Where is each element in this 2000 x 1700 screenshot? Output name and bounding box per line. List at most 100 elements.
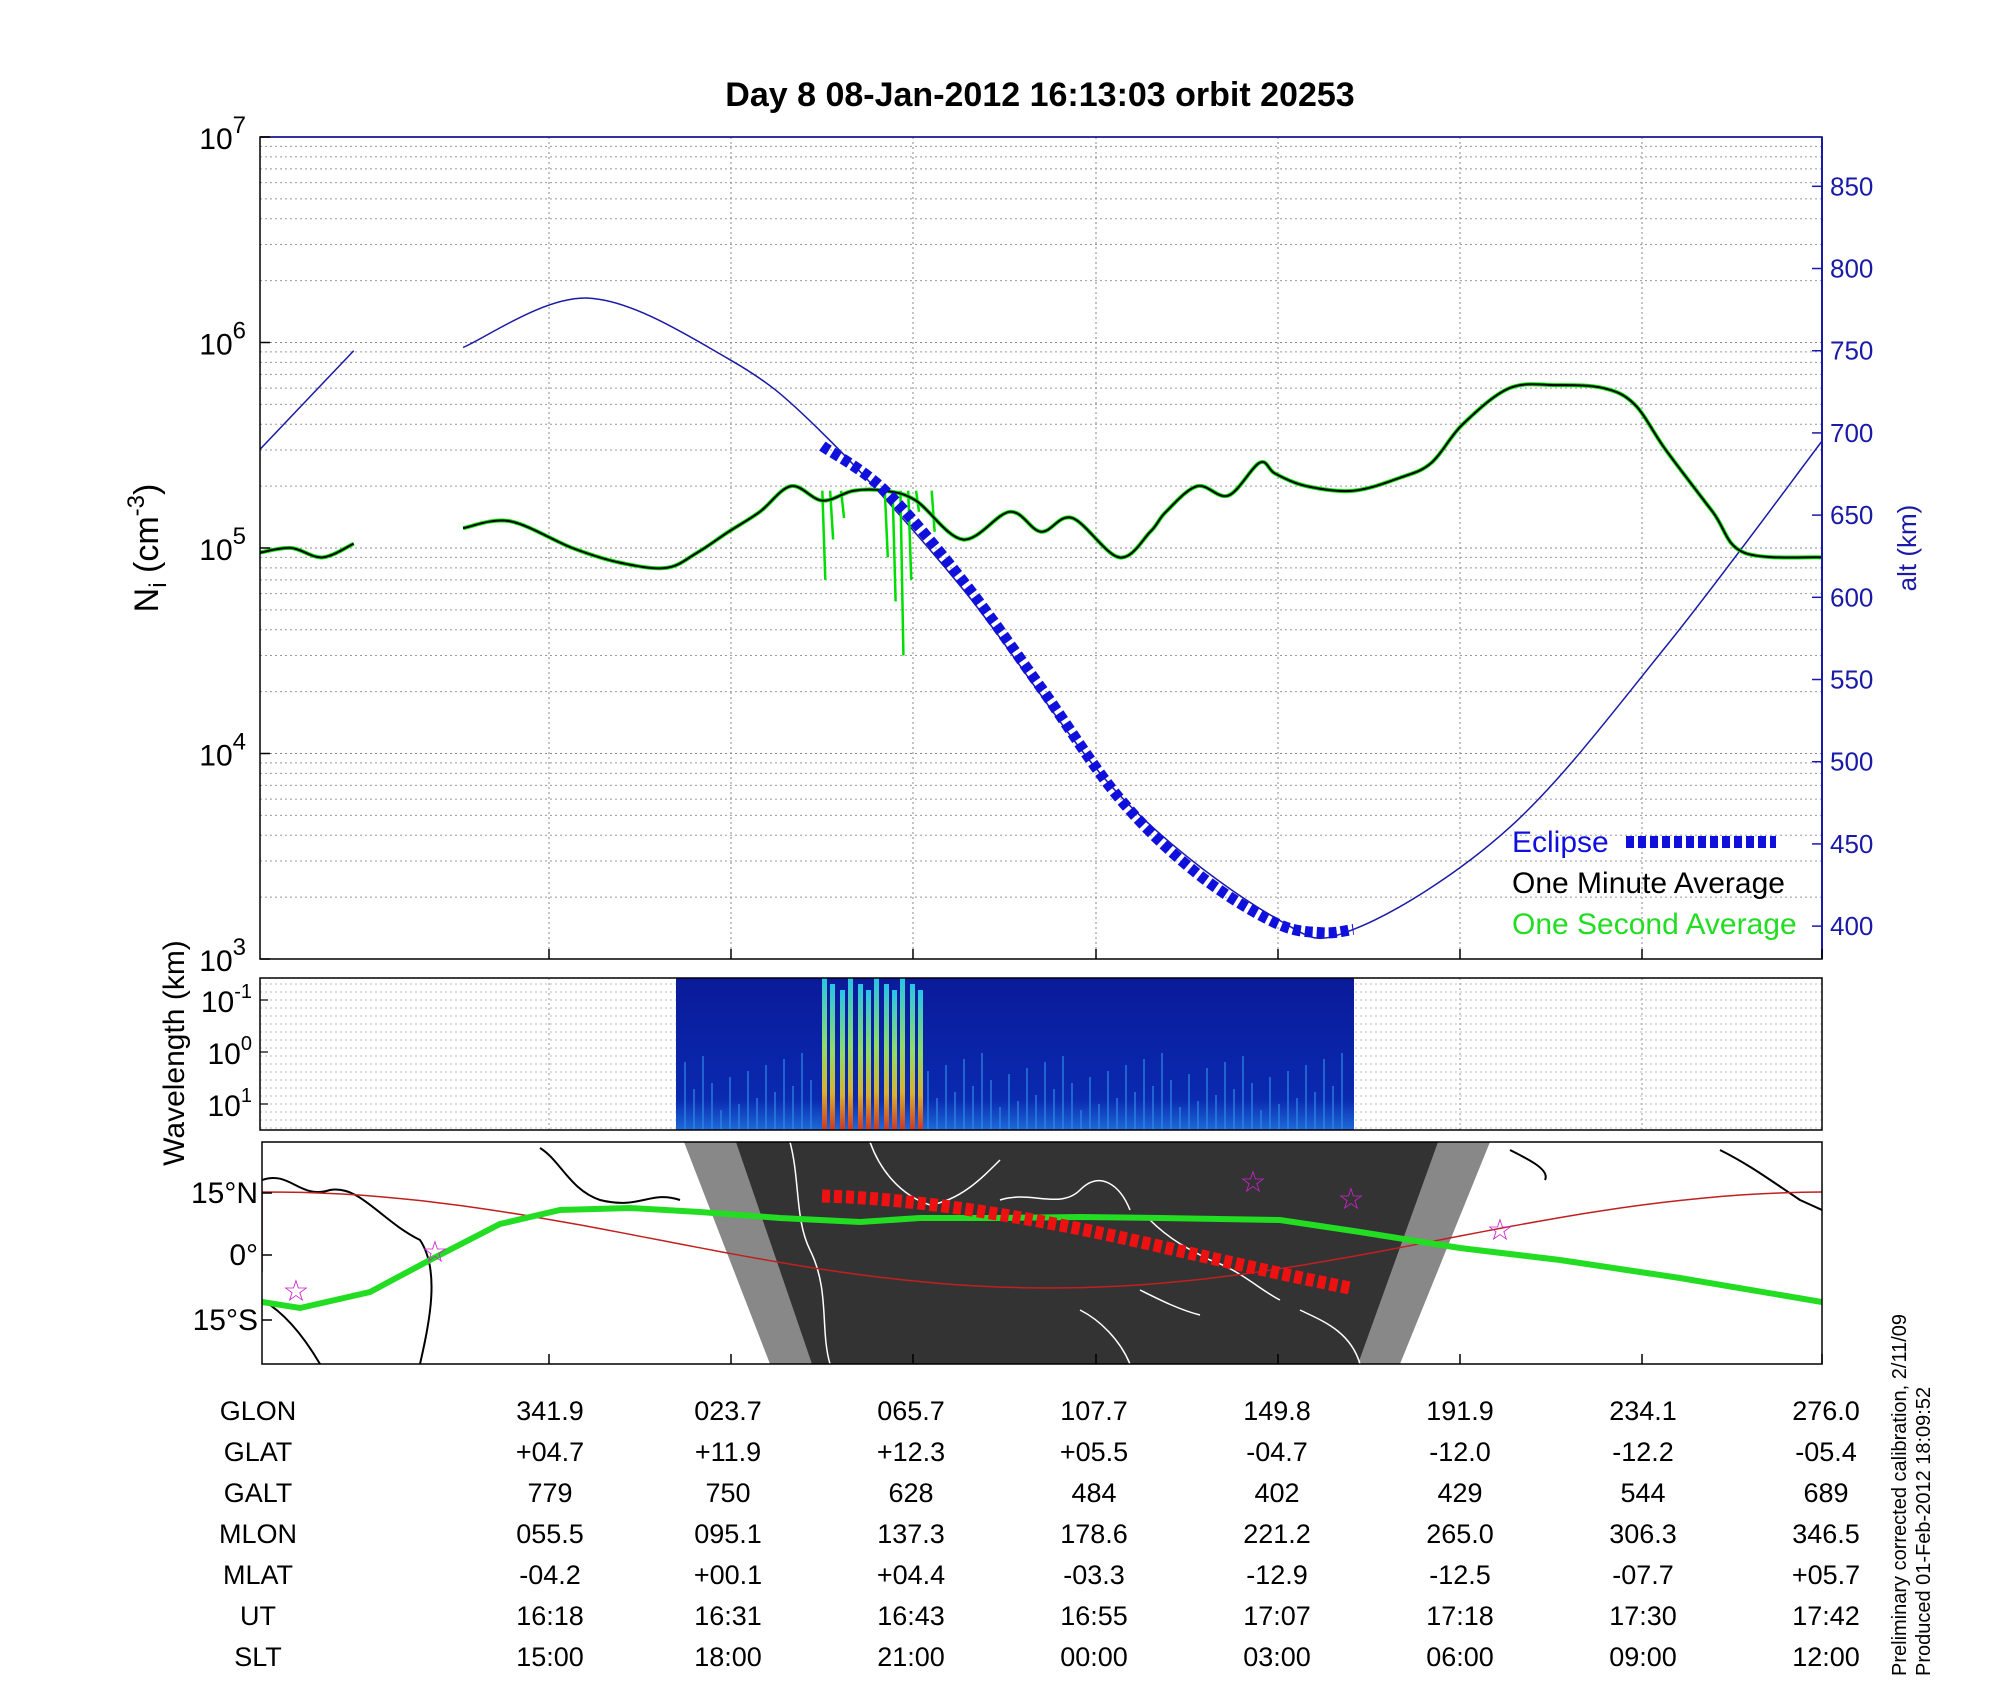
spectrogram-streaks xyxy=(684,978,1343,1130)
coastline xyxy=(262,1177,433,1364)
spectrogram-streak xyxy=(1044,1062,1046,1130)
table-cell: 689 xyxy=(1803,1478,1848,1508)
table-cell: 137.3 xyxy=(877,1519,945,1549)
spectrogram-panel: 10-1 100 101 xyxy=(201,977,1823,1131)
spectrogram-streak xyxy=(1125,1065,1127,1130)
table-row-label: MLON xyxy=(219,1519,297,1549)
spectrogram-streak xyxy=(1296,1098,1298,1130)
spectrogram-streak xyxy=(1278,1104,1280,1130)
spectrogram-streak xyxy=(990,1080,992,1130)
coastline-night xyxy=(789,1142,831,1364)
table-cell: 16:31 xyxy=(694,1601,762,1631)
table-cell: 18:00 xyxy=(694,1642,762,1672)
spectrogram-streak xyxy=(747,1071,749,1130)
map-content: ☆ ☆ ☆ ☆ ☆ xyxy=(262,1142,1822,1364)
table-cell: -03.3 xyxy=(1063,1560,1125,1590)
table-cell: +12.3 xyxy=(877,1437,945,1467)
spectrogram-streak xyxy=(954,1092,956,1130)
spectrogram-streak xyxy=(1008,1074,1010,1130)
spectrogram-burst xyxy=(910,984,915,1130)
spectrogram-streak xyxy=(1206,1068,1208,1130)
spectrogram-streak xyxy=(1260,1110,1262,1130)
density-data xyxy=(260,297,1822,940)
spectrogram-burst xyxy=(822,978,827,1130)
density-spike xyxy=(906,490,913,580)
table-row-label: SLT xyxy=(234,1642,282,1672)
spectrogram-streak xyxy=(1017,1101,1019,1130)
coastline xyxy=(539,1147,681,1204)
spectrogram-streak xyxy=(936,1098,938,1130)
coastline-night xyxy=(1299,1309,1361,1364)
spectrogram-streak xyxy=(1161,1053,1163,1130)
spectrogram-streak xyxy=(1215,1095,1217,1130)
table-cell: 065.7 xyxy=(877,1396,945,1426)
spectrogram-burst xyxy=(848,978,853,1130)
station-star-icon: ☆ xyxy=(283,1275,310,1308)
density-ticks: 103 104 105 106 107 400 450 500 550 600 650 700 750 8… xyxy=(199,112,1873,978)
table-cell: 234.1 xyxy=(1609,1396,1677,1426)
table-cell: 429 xyxy=(1437,1478,1482,1508)
density-spike xyxy=(899,490,905,656)
density-spike xyxy=(821,490,827,580)
map-frame xyxy=(261,1141,1823,1365)
spectrogram-streak xyxy=(729,1077,731,1130)
spectrogram-streak xyxy=(1107,1071,1109,1130)
table-cell: -04.7 xyxy=(1246,1437,1308,1467)
legend-eclipse-label: Eclipse xyxy=(1512,826,1609,859)
table-row-label: GALT xyxy=(224,1478,293,1508)
map-tracks: ☆ ☆ ☆ ☆ ☆ xyxy=(262,1166,1822,1312)
spectrogram-streak xyxy=(1242,1056,1244,1130)
table-cell: +00.1 xyxy=(694,1560,762,1590)
spectrogram-streak xyxy=(1170,1080,1172,1130)
right-tick-label: 550 xyxy=(1830,665,1873,695)
spectrogram-streak xyxy=(720,1110,722,1130)
spectrogram-streak xyxy=(1143,1059,1145,1130)
table-cell: 265.0 xyxy=(1426,1519,1494,1549)
right-tick-label: 400 xyxy=(1830,911,1873,941)
left-tick-label: 106 xyxy=(199,318,246,362)
spectrogram-streak xyxy=(1188,1074,1190,1130)
spectrogram-streak xyxy=(1287,1071,1289,1130)
spectrogram-streak xyxy=(774,1092,776,1130)
spectrogram-streak xyxy=(1314,1092,1316,1130)
spectrogram-frame xyxy=(259,977,1823,1131)
spectrogram-streak xyxy=(738,1104,740,1130)
table-cell: 17:07 xyxy=(1243,1601,1311,1631)
spectrogram-streak xyxy=(1116,1098,1118,1130)
map-ticks xyxy=(262,1192,1823,1364)
spectrogram-streak xyxy=(1026,1068,1028,1130)
spectrogram-burst xyxy=(918,990,923,1130)
spectrogram-streak xyxy=(702,1056,704,1130)
density-spike xyxy=(930,490,936,532)
spectrogram-streak xyxy=(1152,1086,1154,1130)
table-cell: 16:43 xyxy=(877,1601,945,1631)
spectrogram-streak xyxy=(1224,1062,1226,1130)
spectrogram-streak xyxy=(693,1089,695,1130)
legend-minute-label: One Minute Average xyxy=(1512,867,1785,900)
right-tick-label: 600 xyxy=(1830,582,1873,612)
table-row-label: MLAT xyxy=(223,1560,293,1590)
table-cell: 15:00 xyxy=(516,1642,584,1672)
legend-second-label: One Second Average xyxy=(1512,908,1797,941)
table-cell: 095.1 xyxy=(694,1519,762,1549)
table-cell: 03:00 xyxy=(1243,1642,1311,1672)
table-cell: 12:00 xyxy=(1792,1642,1860,1672)
coastline-night xyxy=(999,1179,1131,1211)
coastline-night xyxy=(1079,1309,1131,1364)
spectrogram-streak xyxy=(981,1053,983,1130)
table-row-label: GLAT xyxy=(224,1437,293,1467)
right-tick-label: 800 xyxy=(1830,254,1873,284)
spectrogram-tick-label: 10-1 xyxy=(201,981,252,1019)
station-star-icon: ☆ xyxy=(1240,1166,1267,1199)
table-cell: 21:00 xyxy=(877,1642,945,1672)
spectrogram-streak xyxy=(1305,1065,1307,1130)
table-cell: -07.7 xyxy=(1612,1560,1674,1590)
table-cell: 402 xyxy=(1254,1478,1299,1508)
lat-tick-0: 0° xyxy=(229,1239,258,1272)
spectrogram-streak xyxy=(972,1086,974,1130)
table-cell: 06:00 xyxy=(1426,1642,1494,1672)
right-tick-label: 850 xyxy=(1830,171,1873,201)
table-cell: 17:42 xyxy=(1792,1601,1860,1631)
right-tick-label: 500 xyxy=(1830,747,1873,777)
coastline-night xyxy=(1149,1219,1281,1301)
